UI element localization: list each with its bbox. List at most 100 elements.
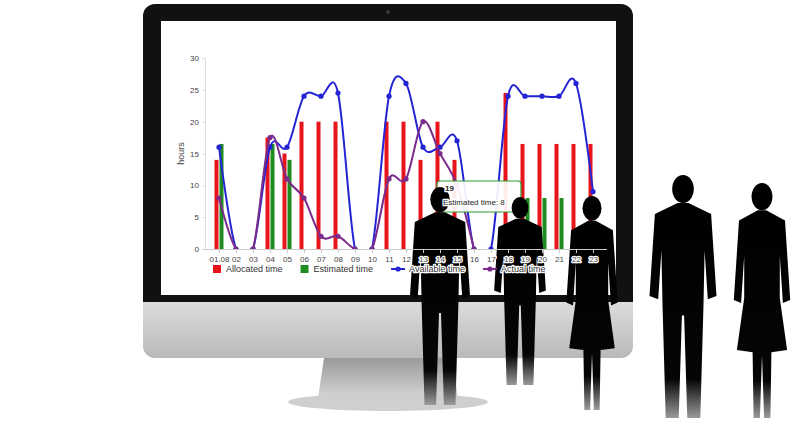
monitor-chin <box>143 290 633 358</box>
y-tick-mark <box>202 90 205 91</box>
legend-item: Available time <box>391 264 465 274</box>
x-tick: 21 <box>555 249 564 264</box>
marker <box>216 195 221 200</box>
y-tick-mark <box>202 217 205 218</box>
x-tick: 04 <box>266 249 275 264</box>
x-tick: 20 <box>538 249 547 264</box>
y-tick-mark <box>202 185 205 186</box>
monitor-camera <box>386 10 390 14</box>
legend-item: Allocated time <box>213 264 283 274</box>
marker <box>301 94 306 99</box>
person-body <box>410 212 470 405</box>
y-tick-label: 15 <box>190 150 199 159</box>
x-tick-mark <box>372 249 373 253</box>
marker <box>284 176 289 181</box>
x-tick: 07 <box>317 249 326 264</box>
x-tick-label: 17 <box>487 255 496 264</box>
x-tick-label: 02 <box>232 255 241 264</box>
page: 01.0802030405060708091011121314151617181… <box>0 0 800 430</box>
x-tick: 09 <box>351 249 360 264</box>
bar <box>560 198 564 249</box>
line <box>219 76 593 249</box>
x-tick-mark <box>355 249 356 253</box>
y-tick-mark <box>202 122 205 123</box>
x-tick: 23 <box>589 249 598 264</box>
person-body <box>734 210 790 418</box>
marker <box>403 176 408 181</box>
x-tick-label: 18 <box>504 255 513 264</box>
bar <box>322 249 326 250</box>
marker <box>573 81 578 86</box>
x-tick: 03 <box>249 249 258 264</box>
person-head <box>672 175 694 203</box>
x-tick-label: 09 <box>351 255 360 264</box>
y-tick-label: 20 <box>190 118 199 127</box>
marker <box>335 90 340 95</box>
bar <box>402 122 406 249</box>
y-tick-mark <box>202 249 205 250</box>
x-tick-label: 05 <box>283 255 292 264</box>
x-tick: 19 <box>521 249 530 264</box>
monitor-base <box>288 393 488 411</box>
y-axis-title: hours <box>176 142 186 165</box>
x-tick: 13 <box>419 249 428 264</box>
x-tick-mark <box>270 249 271 253</box>
x-tick: 14 <box>436 249 445 264</box>
legend-swatch <box>301 265 309 273</box>
marker <box>590 189 595 194</box>
marker <box>488 246 493 249</box>
marker <box>420 145 425 150</box>
marker <box>301 195 306 200</box>
y-tick: 5 <box>195 213 205 222</box>
legend-label: Available time <box>409 264 465 274</box>
marker <box>216 145 221 150</box>
marker <box>522 94 527 99</box>
x-tick-mark <box>593 249 594 253</box>
marker <box>318 234 323 239</box>
y-tick: 15 <box>190 150 205 159</box>
y-tick-label: 0 <box>195 245 200 254</box>
x-tick-mark <box>389 249 390 253</box>
y-tick: 30 <box>190 54 205 63</box>
marker <box>420 119 425 124</box>
marker <box>352 246 357 249</box>
bar <box>390 249 394 250</box>
x-tick-label: 23 <box>589 255 598 264</box>
marker <box>437 151 442 156</box>
person-body <box>650 203 717 418</box>
y-axis: 051015202530 <box>190 54 205 254</box>
x-tick-mark <box>236 249 237 253</box>
x-tick: 06 <box>300 249 309 264</box>
y-tick: 20 <box>190 118 205 127</box>
y-tick-label: 5 <box>195 213 200 222</box>
legend-label: Allocated time <box>226 264 283 274</box>
monitor <box>143 4 633 411</box>
x-tick-mark <box>304 249 305 253</box>
bar <box>555 144 559 249</box>
tooltip-title: 19 <box>445 184 454 193</box>
tooltip-box <box>437 181 521 212</box>
x-tick: 08 <box>334 249 343 264</box>
marker <box>539 94 544 99</box>
person <box>410 187 470 405</box>
x-tick-label: 22 <box>572 255 581 264</box>
x-tick-mark <box>457 249 458 253</box>
marker <box>352 246 357 249</box>
marker <box>454 138 459 143</box>
marker <box>284 145 289 150</box>
bar <box>271 144 275 249</box>
x-tick-mark <box>508 249 509 253</box>
marker <box>505 94 510 99</box>
marker <box>386 176 391 181</box>
y-tick-mark <box>202 58 205 59</box>
x-tick-label: 08 <box>334 255 343 264</box>
x-tick-label: 07 <box>317 255 326 264</box>
legend-swatch-marker <box>487 266 492 271</box>
x-tick: 05 <box>283 249 292 264</box>
y-tick-mark <box>202 154 205 155</box>
tooltip-text: Estimated time: 8 <box>443 198 505 207</box>
x-tick-mark <box>406 249 407 253</box>
bar <box>215 160 219 249</box>
bar <box>543 198 547 249</box>
legend: Allocated timeEstimated timeAvailable ti… <box>213 264 545 274</box>
